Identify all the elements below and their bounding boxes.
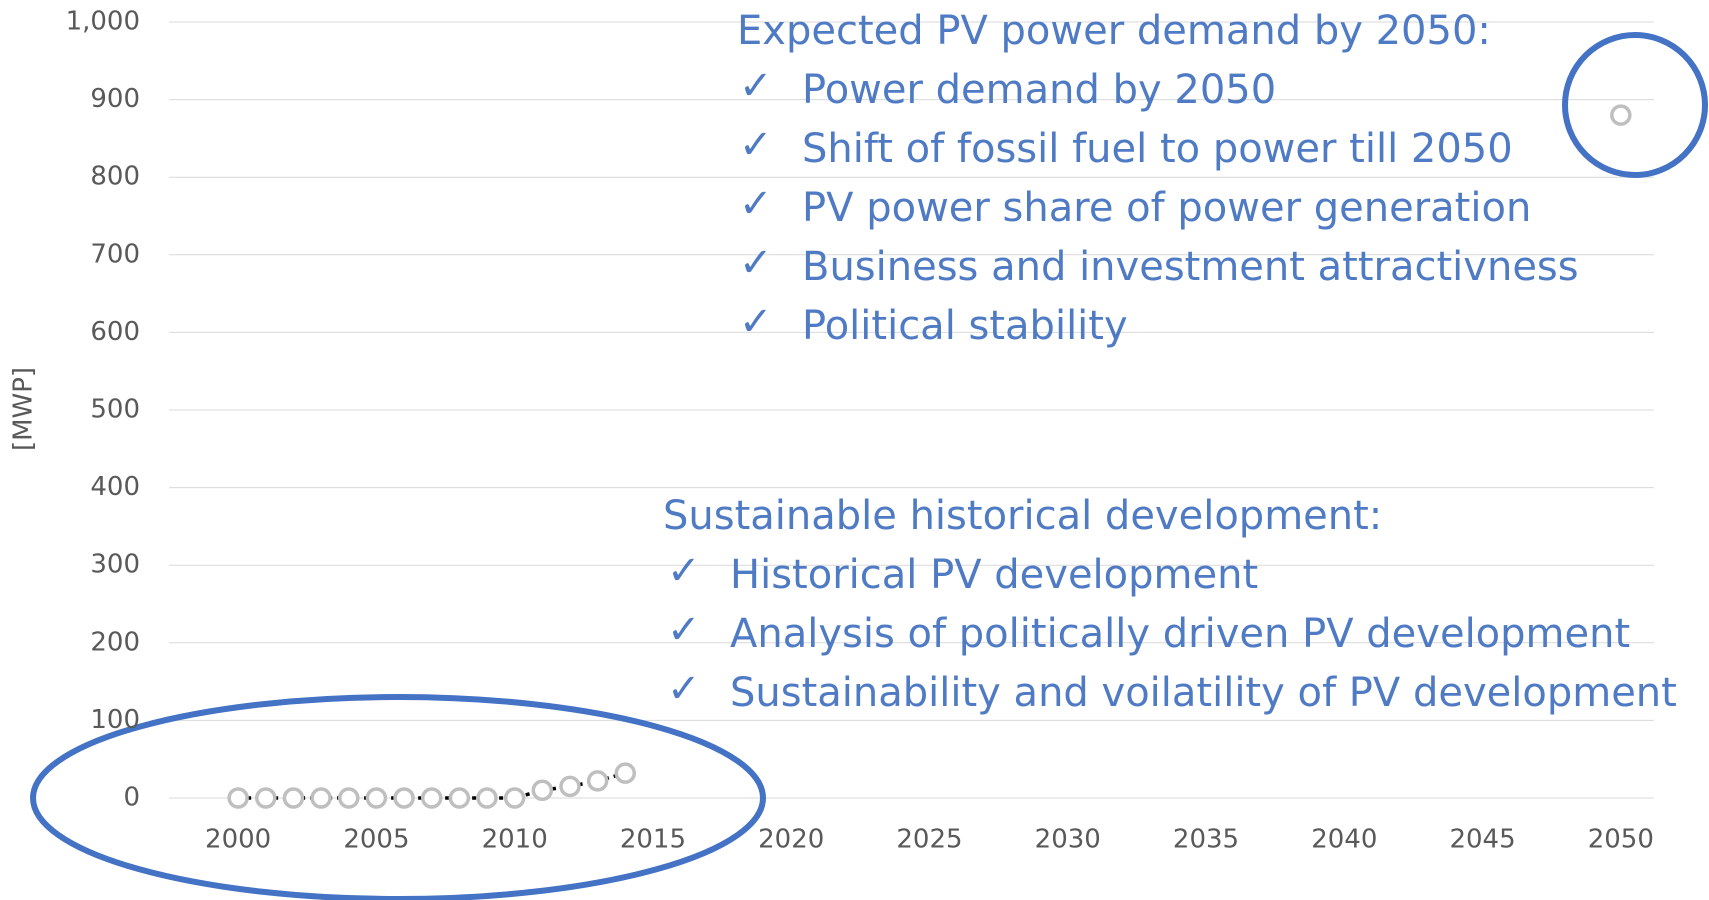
y-tick-label: 800 (90, 162, 140, 192)
data-point (503, 787, 526, 809)
data-point (1610, 104, 1632, 126)
annotation-item: PV power share of power generation (802, 185, 1531, 231)
check-mark: ✓ (667, 607, 701, 653)
data-point (476, 787, 498, 809)
data-point (365, 787, 388, 809)
y-tick-label: 100 (90, 705, 140, 735)
annotation-title: Expected PV power demand by 2050: (737, 8, 1491, 54)
x-tick-label: 2040 (1311, 825, 1377, 855)
annotation-item: Sustainability and voilatility of PV dev… (730, 670, 1677, 716)
data-point (227, 787, 249, 809)
x-tick-label: 2005 (343, 825, 409, 855)
check-mark: ✓ (739, 240, 773, 286)
y-tick-label: 300 (90, 550, 140, 580)
data-point (448, 787, 471, 809)
y-tick-label: 900 (90, 84, 140, 114)
grid (169, 21, 1654, 799)
x-tick-label: 2025 (896, 825, 962, 855)
x-tick-label: 2030 (1035, 825, 1101, 855)
x-tick-label: 2045 (1449, 825, 1515, 855)
y-tick-label: 700 (90, 239, 140, 269)
x-tick-label: 2000 (205, 825, 271, 855)
annotation-item: Power demand by 2050 (802, 67, 1276, 113)
check-mark: ✓ (667, 548, 701, 594)
x-tick-label: 2010 (482, 825, 548, 855)
annotation-item: Political stability (802, 303, 1128, 349)
y-tick-label: 200 (90, 627, 140, 657)
data-point (393, 787, 415, 809)
data-point (255, 787, 277, 809)
y-tick-label: 1,000 (66, 7, 140, 37)
y-tick-label: 600 (90, 317, 140, 347)
x-tick-label: 2015 (620, 825, 686, 855)
annotation-item: Analysis of politically driven PV develo… (730, 611, 1630, 657)
annotation-title: Sustainable historical development: (663, 493, 1382, 539)
check-mark: ✓ (739, 63, 773, 109)
data-point (559, 775, 581, 798)
x-tick-label: 2035 (1173, 825, 1239, 855)
annotation-item: Business and investment attractivness (802, 244, 1579, 290)
check-mark: ✓ (739, 122, 773, 168)
annotation-item: Historical PV development (730, 552, 1258, 598)
y-tick-label: 400 (90, 472, 140, 502)
highlight-circle (1562, 32, 1708, 178)
annotation-item: Shift of fossil fuel to power till 2050 (802, 126, 1513, 172)
x-tick-label: 2020 (758, 825, 824, 855)
y-tick-label: 500 (90, 395, 140, 425)
data-point (337, 787, 360, 809)
data-point (420, 787, 443, 809)
check-mark: ✓ (667, 666, 701, 712)
x-tick-label: 2050 (1588, 825, 1654, 855)
data-point (614, 762, 637, 784)
data-point (531, 779, 554, 801)
check-mark: ✓ (739, 181, 773, 227)
check-mark: ✓ (739, 299, 773, 345)
y-axis-label: [MWP] (9, 367, 39, 451)
data-point (310, 787, 332, 809)
highlight-ellipse (30, 694, 766, 900)
y-tick-label: 0 (123, 783, 140, 813)
data-point (282, 787, 305, 809)
marks: 0 100 200 300 400 500 600 700 800 900 1,000 2000 200… (66, 7, 1677, 855)
data-point (586, 770, 609, 792)
